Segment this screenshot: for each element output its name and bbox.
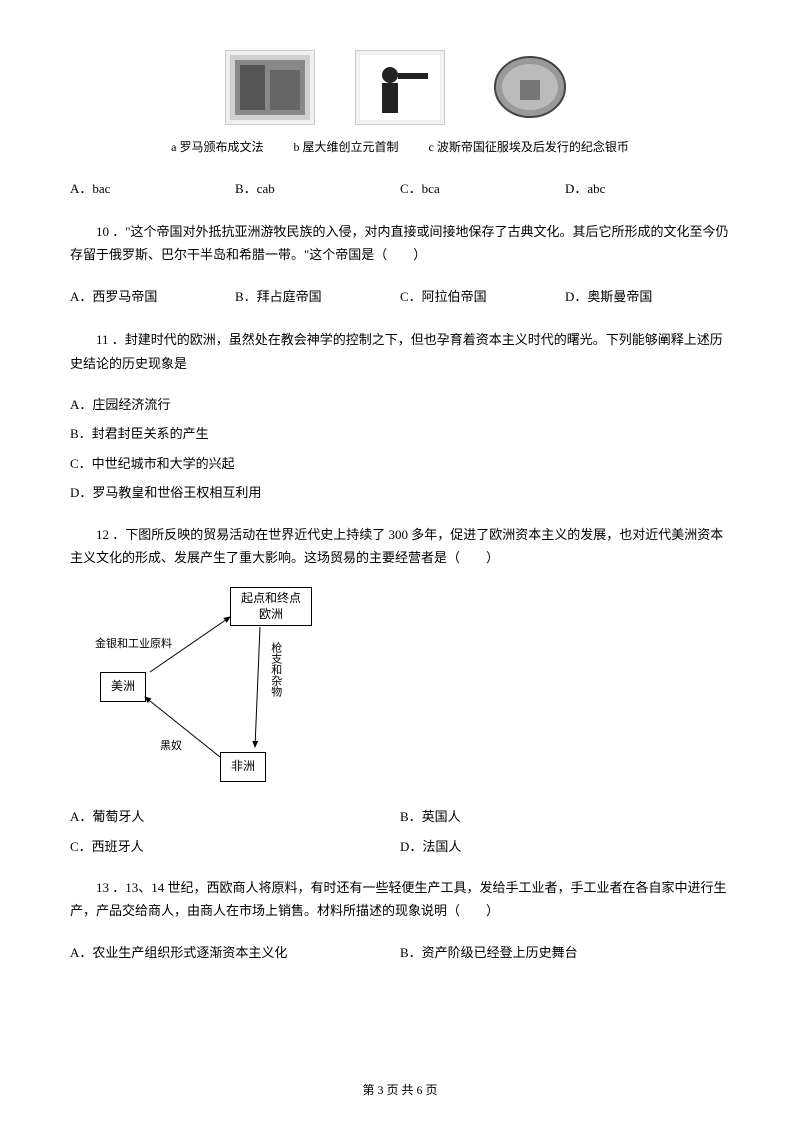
- q10-opt-b: B．拜占庭帝国: [235, 285, 400, 308]
- caption-row: a 罗马颁布成文法 b 屋大维创立元首制 c 波斯帝国征服埃及后发行的纪念银币: [70, 137, 730, 159]
- q10-opt-d: D．奥斯曼帝国: [565, 285, 730, 308]
- q11-opt-d: D．罗马教皇和世俗王权相互利用: [70, 481, 730, 504]
- q10-opt-a: A．西罗马帝国: [70, 285, 235, 308]
- q9-opt-c: C．bca: [400, 177, 565, 200]
- q12-options-row1: A．葡萄牙人 B．英国人: [70, 805, 730, 828]
- image-row: [70, 50, 730, 125]
- q9-opt-d: D．abc: [565, 177, 730, 200]
- q12-text: 12 ．下图所反映的贸易活动在世界近代史上持续了 300 多年，促进了欧洲资本主…: [70, 523, 730, 570]
- caption-a: a 罗马颁布成文法: [171, 137, 263, 159]
- image-a: [225, 50, 315, 125]
- q11-opt-a: A．庄园经济流行: [70, 393, 730, 416]
- q12-opt-d: D．法国人: [400, 835, 730, 858]
- q13-text: 13 ．13、14 世纪，西欧商人将原料，有时还有一些轻便生产工具，发给手工业者…: [70, 876, 730, 923]
- q13-opt-a: A．农业生产组织形式逐渐资本主义化: [70, 941, 400, 964]
- q10-text: 10 ．"这个帝国对外抵抗亚洲游牧民族的入侵，对内直接或间接地保存了古典文化。其…: [70, 220, 730, 267]
- q9-options: A．bac B．cab C．bca D．abc: [70, 177, 730, 200]
- q13-options-row1: A．农业生产组织形式逐渐资本主义化 B．资产阶级已经登上历史舞台: [70, 941, 730, 964]
- q12-opt-c: C．西班牙人: [70, 835, 400, 858]
- page-footer: 第 3 页 共 6 页: [0, 1080, 800, 1102]
- q11-opt-c: C．中世纪城市和大学的兴起: [70, 452, 730, 475]
- caption-b: b 屋大维创立元首制: [293, 137, 398, 159]
- image-c: [485, 50, 575, 125]
- trade-diagram: 起点和终点欧洲 美洲 非洲 金银和工业原料 枪支和杂物 黑奴: [100, 587, 360, 787]
- q12-opt-a: A．葡萄牙人: [70, 805, 400, 828]
- caption-c: c 波斯帝国征服埃及后发行的纪念银币: [429, 137, 629, 159]
- q10-opt-c: C．阿拉伯帝国: [400, 285, 565, 308]
- q11-text: 11 ．封建时代的欧洲，虽然处在教会神学的控制之下，但也孕育着资本主义时代的曙光…: [70, 328, 730, 375]
- q12-options-row2: C．西班牙人 D．法国人: [70, 835, 730, 858]
- q10-options: A．西罗马帝国 B．拜占庭帝国 C．阿拉伯帝国 D．奥斯曼帝国: [70, 285, 730, 308]
- q9-opt-b: B．cab: [235, 177, 400, 200]
- q12-opt-b: B．英国人: [400, 805, 730, 828]
- q9-opt-a: A．bac: [70, 177, 235, 200]
- q13-opt-b: B．资产阶级已经登上历史舞台: [400, 941, 730, 964]
- image-b: [355, 50, 445, 125]
- q11-opt-b: B．封君封臣关系的产生: [70, 422, 730, 445]
